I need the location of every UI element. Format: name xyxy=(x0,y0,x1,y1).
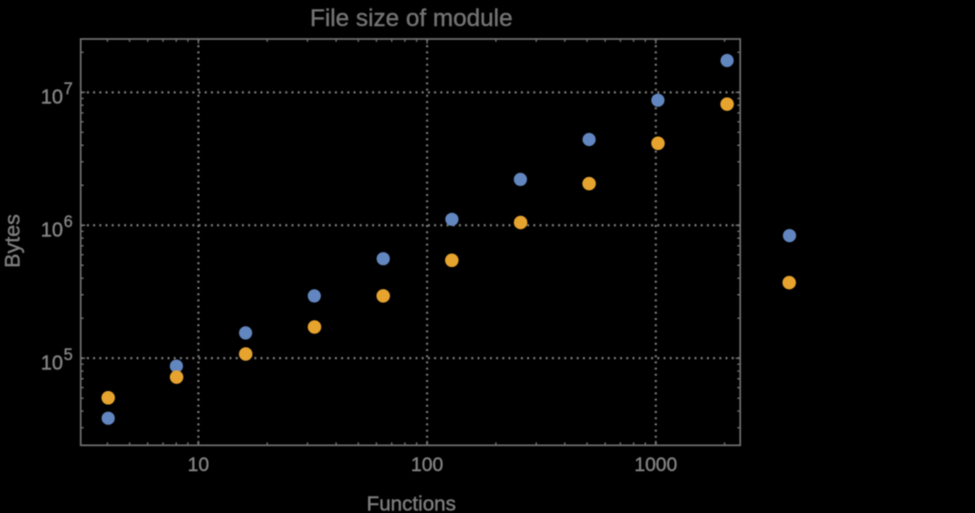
svg-text:7: 7 xyxy=(64,80,73,98)
svg-text:File size of module: File size of module xyxy=(310,5,513,32)
svg-text:5: 5 xyxy=(64,346,73,364)
svg-text:Functions: Functions xyxy=(367,492,456,513)
svg-text:10: 10 xyxy=(188,455,209,476)
svg-text:1000: 1000 xyxy=(634,455,677,476)
svg-text:100: 100 xyxy=(411,455,443,476)
svg-text:Bytes: Bytes xyxy=(1,214,25,268)
svg-text:10: 10 xyxy=(41,87,63,109)
svg-text:10: 10 xyxy=(41,219,63,241)
svg-text:6: 6 xyxy=(64,213,73,231)
svg-text:10: 10 xyxy=(41,352,63,374)
